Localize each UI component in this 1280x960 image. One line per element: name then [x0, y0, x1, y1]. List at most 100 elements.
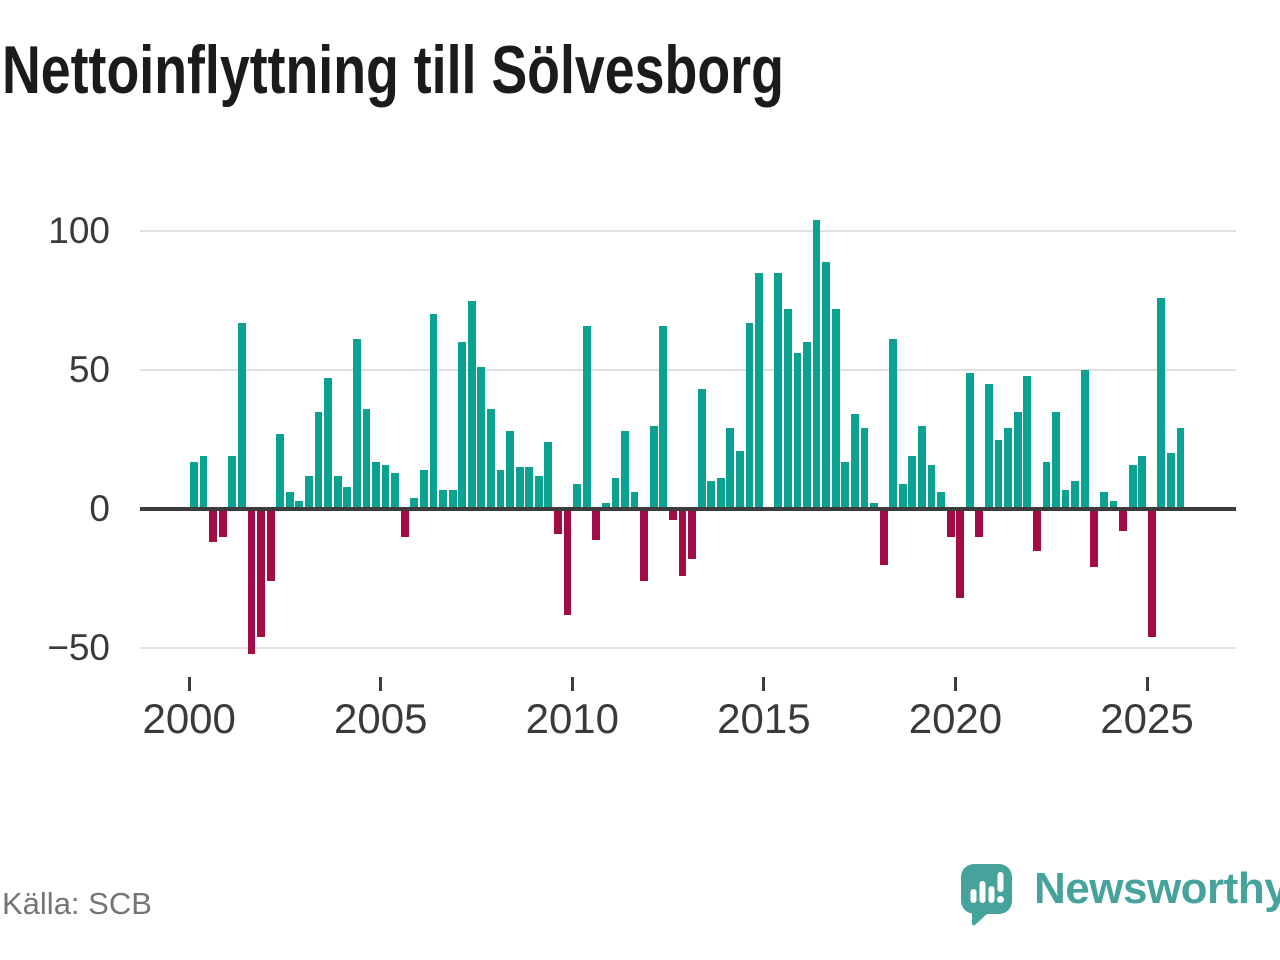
- quarter-bar: [774, 272, 783, 509]
- quarter-bar: [688, 509, 696, 560]
- quarter-bar: [266, 509, 275, 582]
- x-axis-tick: [379, 677, 383, 691]
- x-axis-tick-label: 2025: [1100, 695, 1194, 742]
- quarter-bar: [1157, 297, 1166, 509]
- quarter-bar: [218, 509, 227, 537]
- quarter-bar: [697, 389, 706, 509]
- quarter-bar: [247, 509, 256, 654]
- x-axis-tick-label: 2005: [334, 695, 428, 742]
- quarter-bar: [726, 428, 735, 509]
- quarter-bar: [573, 483, 582, 509]
- quarter-bar: [716, 478, 725, 509]
- quarter-bar: [419, 470, 428, 509]
- quarter-bar: [659, 325, 668, 509]
- quarter-bar: [1128, 464, 1137, 509]
- x-axis-tick: [1145, 677, 1149, 691]
- quarter-bar: [400, 509, 409, 537]
- x-axis-tick: [570, 677, 574, 691]
- quarter-bar: [496, 470, 505, 509]
- quarter-bar: [1176, 428, 1185, 509]
- quarter-bar: [362, 408, 371, 509]
- quarter-bar: [477, 367, 486, 509]
- quarter-bar: [276, 433, 285, 509]
- source-text: Källa: SCB: [2, 886, 152, 921]
- quarter-bar: [1023, 375, 1032, 509]
- newsworthy-logo-icon: [961, 864, 1012, 926]
- x-axis-tick: [187, 677, 191, 691]
- y-axis-tick-label: 0: [89, 488, 110, 529]
- quarter-bar: [1100, 492, 1108, 509]
- quarter-bar: [563, 509, 572, 615]
- y-axis-tick-label: −50: [47, 627, 110, 668]
- gridline-100: [140, 230, 1236, 232]
- quarter-bar: [295, 500, 304, 509]
- zero-axis-line: [140, 507, 1236, 511]
- quarter-bar: [448, 489, 457, 509]
- quarter-bar: [860, 428, 869, 509]
- quarter-bar: [582, 325, 591, 509]
- quarter-bar: [1090, 509, 1099, 568]
- quarter-bar: [669, 509, 677, 521]
- quarter-bar: [515, 467, 524, 509]
- quarter-bar: [812, 219, 821, 509]
- quarter-bar: [601, 503, 610, 509]
- quarter-bar: [908, 456, 917, 509]
- quarter-bar: [1042, 461, 1051, 509]
- quarter-bar: [190, 461, 198, 509]
- quarter-bar: [333, 475, 342, 509]
- quarter-bar: [793, 353, 802, 509]
- quarter-bar: [1071, 481, 1080, 509]
- quarter-bar: [324, 378, 332, 509]
- quarter-bar: [822, 261, 831, 509]
- quarter-bar: [841, 461, 850, 509]
- quarter-bar: [199, 456, 208, 509]
- quarter-bar: [783, 308, 792, 509]
- quarter-bar: [1004, 428, 1013, 509]
- quarter-bar: [534, 475, 543, 509]
- quarter-bar: [1167, 453, 1175, 509]
- quarter-bar: [918, 425, 926, 509]
- quarter-bar: [630, 492, 639, 509]
- quarter-bar: [343, 486, 352, 509]
- quarter-bar: [554, 509, 562, 535]
- quarter-bar: [592, 509, 601, 540]
- quarter-bar: [937, 492, 945, 509]
- chart-title: Nettoinflyttning till Sölvesborg: [2, 32, 784, 108]
- quarter-bar: [975, 509, 984, 537]
- x-axis-tick-label: 2020: [908, 695, 1003, 742]
- quarter-bar: [621, 431, 629, 509]
- quarter-bar: [927, 464, 936, 509]
- quarter-bar: [314, 411, 323, 509]
- quarter-bar: [1061, 489, 1070, 509]
- quarter-bar: [285, 492, 294, 509]
- x-axis-tick: [762, 677, 766, 691]
- x-axis-tick-label: 2000: [142, 695, 236, 742]
- quarter-bar: [611, 478, 620, 509]
- quarter-bar: [1080, 370, 1089, 509]
- quarter-bar: [831, 308, 840, 509]
- quarter-bar: [209, 509, 218, 543]
- quarter-bar: [850, 414, 859, 509]
- quarter-bar: [467, 300, 476, 509]
- quarter-bar: [391, 472, 400, 509]
- quarter-bar: [870, 503, 878, 509]
- quarter-bar: [1147, 509, 1156, 637]
- gridline-minus-50: [140, 647, 1236, 649]
- quarter-bar: [506, 431, 514, 509]
- quarter-bar: [755, 272, 763, 509]
- quarter-bar: [439, 489, 447, 509]
- quarter-bar: [352, 339, 361, 509]
- quarter-bar: [257, 509, 265, 637]
- quarter-bar: [707, 481, 716, 509]
- quarter-bar: [678, 509, 687, 576]
- quarter-bar: [1109, 500, 1118, 509]
- quarter-bar: [649, 425, 658, 509]
- quarter-bar: [544, 442, 553, 509]
- gridline-50: [140, 369, 1236, 371]
- quarter-bar: [985, 383, 993, 509]
- quarter-bar: [745, 322, 754, 509]
- quarter-bar: [803, 342, 811, 509]
- x-axis-tick-label: 2015: [717, 695, 811, 742]
- quarter-bar: [1052, 411, 1060, 509]
- quarter-bar: [879, 509, 888, 565]
